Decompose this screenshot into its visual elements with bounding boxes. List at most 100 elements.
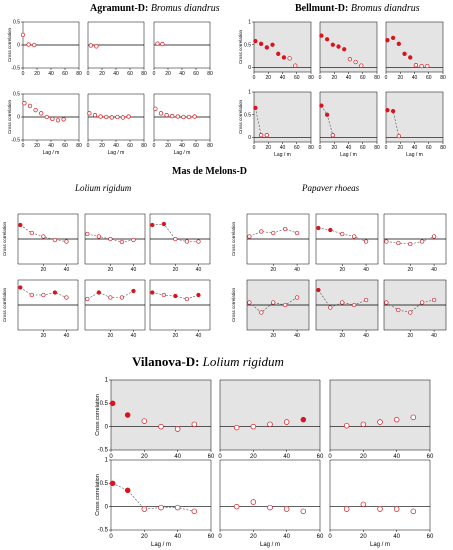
x-tick-label: 80 bbox=[440, 75, 446, 81]
x-tick-label: 40 bbox=[346, 145, 352, 151]
data-point-2 bbox=[258, 41, 264, 46]
data-point-4 bbox=[393, 416, 400, 423]
data-point-5 bbox=[410, 508, 417, 515]
x-axis-label: Lag / m bbox=[43, 150, 60, 156]
x-tick-label: 60 bbox=[193, 71, 199, 77]
data-point-2 bbox=[26, 42, 31, 47]
series-line bbox=[318, 289, 367, 308]
data-point-2 bbox=[96, 290, 101, 295]
data-point-5 bbox=[431, 297, 437, 303]
series-line bbox=[87, 233, 134, 243]
panel-mas-lolium-r2-c2: 20 40 bbox=[84, 279, 146, 339]
data-point-1 bbox=[247, 234, 252, 239]
panel-mas-lolium-r1-c3: 20 40 bbox=[149, 213, 211, 273]
data-point-2 bbox=[29, 230, 34, 236]
data-point-3 bbox=[340, 300, 345, 305]
x-tick-label: 0 bbox=[218, 534, 222, 540]
panel-frame bbox=[110, 459, 212, 531]
data-point-7 bbox=[186, 114, 192, 120]
x-tick-label: 40 bbox=[131, 267, 137, 273]
data-point-5 bbox=[44, 114, 49, 120]
x-tick-label: 40 bbox=[393, 454, 400, 460]
y-axis-label: Cross correlation bbox=[95, 394, 101, 436]
data-point-3 bbox=[408, 310, 413, 315]
data-point-2 bbox=[390, 35, 396, 41]
panel-frame bbox=[219, 379, 321, 451]
x-tick-label: 0 bbox=[253, 75, 256, 81]
data-point-4 bbox=[283, 302, 288, 308]
panel-mas-papaver-r1-c2: 20 40 bbox=[315, 213, 379, 273]
data-point-5 bbox=[363, 239, 369, 244]
panel-vilanova-r1-c3: 0 20 40 60 bbox=[328, 379, 434, 460]
x-tick-label: 80 bbox=[141, 143, 147, 149]
y-tick-label: 1 bbox=[105, 378, 109, 384]
y-tick-label: 0.5 bbox=[244, 42, 251, 48]
data-point-1 bbox=[85, 296, 90, 302]
x-tick-label: 60 bbox=[62, 71, 68, 77]
x-tick-label: 40 bbox=[280, 75, 286, 81]
x-tick-label: 60 bbox=[317, 454, 324, 460]
y-tick-label: -0.5 bbox=[98, 528, 109, 534]
data-point-3 bbox=[330, 133, 335, 138]
data-point-2 bbox=[324, 112, 330, 117]
data-point-4 bbox=[283, 419, 290, 425]
y-tick-label: 1 bbox=[105, 458, 109, 464]
x-tick-label: 40 bbox=[294, 267, 300, 273]
x-tick-label: 20 bbox=[270, 267, 276, 273]
panel-mas-papaver-r2-c1: Cross correlation 20 40 bbox=[231, 279, 310, 339]
x-tick-label: 40 bbox=[131, 333, 137, 339]
x-tick-label: 20 bbox=[250, 534, 257, 540]
data-point-4 bbox=[352, 234, 357, 239]
x-tick-label: 60 bbox=[127, 71, 133, 77]
data-point-3 bbox=[173, 293, 178, 299]
data-point-3 bbox=[98, 114, 103, 119]
x-tick-label: 40 bbox=[283, 534, 290, 540]
x-tick-label: 0 bbox=[328, 454, 332, 460]
panel-mas-papaver-r2-c2: 20 40 bbox=[315, 279, 379, 339]
data-point-5 bbox=[300, 416, 307, 423]
data-point-3 bbox=[377, 506, 383, 512]
panel-mas-papaver-r2-c3: 20 40 bbox=[383, 279, 447, 339]
data-point-4 bbox=[52, 237, 58, 243]
panel-frame bbox=[385, 91, 444, 143]
data-point-1 bbox=[319, 103, 324, 108]
data-point-8 bbox=[192, 114, 197, 119]
y-axis-label: Cross correlation bbox=[238, 29, 243, 64]
data-point-2 bbox=[259, 229, 264, 234]
y-axis-label: Cross correlation bbox=[2, 287, 7, 322]
panel-frame bbox=[319, 21, 378, 73]
data-point-5 bbox=[408, 55, 413, 60]
data-point-1 bbox=[319, 33, 324, 38]
x-tick-label: 20 bbox=[41, 333, 47, 339]
data-point-1 bbox=[247, 300, 252, 305]
x-tick-label: 20 bbox=[99, 71, 105, 77]
x-tick-label: 0 bbox=[218, 454, 222, 460]
data-point-3 bbox=[271, 300, 276, 305]
x-tick-label: 20 bbox=[250, 454, 257, 460]
x-tick-label: 20 bbox=[265, 75, 271, 81]
x-tick-label: 60 bbox=[317, 534, 324, 540]
panel-frame bbox=[329, 459, 431, 531]
data-point-2 bbox=[390, 108, 396, 114]
data-point-5 bbox=[64, 295, 69, 300]
data-point-2 bbox=[92, 113, 98, 118]
data-point-4 bbox=[270, 42, 275, 47]
y-tick-label: -0.5 bbox=[98, 448, 109, 454]
data-point-1 bbox=[343, 506, 350, 512]
title-papaver: Papaver rhoeas bbox=[302, 183, 360, 193]
title-lolium: Lolium rigidum bbox=[75, 183, 132, 193]
x-tick-label: 40 bbox=[64, 333, 70, 339]
data-point-2 bbox=[259, 310, 264, 315]
x-tick-label: 0 bbox=[319, 145, 322, 151]
panel-mas-papaver-r1-c3: 20 40 bbox=[383, 213, 447, 273]
data-point-1 bbox=[385, 108, 390, 113]
x-axis-label: Lag / m bbox=[151, 542, 171, 548]
x-tick-label: 0 bbox=[109, 534, 113, 540]
data-point-1 bbox=[85, 231, 90, 237]
x-tick-label: 0 bbox=[319, 75, 322, 81]
data-point-1 bbox=[253, 105, 258, 111]
x-tick-label: 20 bbox=[339, 333, 345, 339]
y-tick-label: 0.5 bbox=[13, 92, 20, 98]
data-point-5 bbox=[196, 239, 201, 244]
